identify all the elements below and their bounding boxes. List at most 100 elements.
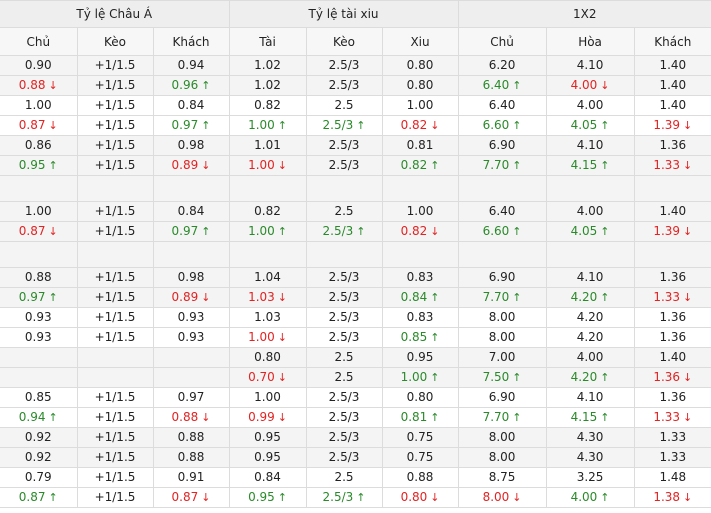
odds-value: 0.87 xyxy=(18,224,46,238)
odds-cell: 0.92 xyxy=(0,427,78,448)
arrow-up-icon: ↑ xyxy=(201,79,211,92)
odds-value: 1.00 xyxy=(406,204,434,218)
arrow-down-icon: ↓ xyxy=(277,291,287,304)
table-row-current: 0.88 ↓ +1/1.5 0.96 ↑ 1.02 2.5/3 0.80 6.40 ↑ 4.00 ↓ 1… xyxy=(0,75,711,96)
odds-value: 1.48 xyxy=(659,470,687,484)
odds-cell: 2.5/3 xyxy=(305,267,383,288)
odds-value: 7.50 xyxy=(482,370,510,384)
arrow-up-icon: ↑ xyxy=(356,119,366,132)
odds-cell: 1.36 xyxy=(633,267,711,288)
odds-value: 0.80 xyxy=(406,390,434,404)
odds-value: 1.36 xyxy=(659,390,687,404)
odds-value: 8.00 xyxy=(482,490,510,504)
odds-cell: +1/1.5 xyxy=(76,387,154,408)
odds-value: +1/1.5 xyxy=(94,450,136,464)
odds-cell: 8.00 xyxy=(457,427,547,448)
odds-value: 0.82 xyxy=(400,224,428,238)
arrow-down-icon: ↓ xyxy=(201,159,211,172)
odds-cell: 1.40 xyxy=(633,75,711,96)
empty-cell xyxy=(381,241,459,268)
odds-cell: 0.93 xyxy=(0,327,78,348)
odds-value: 1.40 xyxy=(659,98,687,112)
odds-cell: 0.84 ↑ xyxy=(381,287,459,308)
odds-cell: 2.5 xyxy=(305,201,383,222)
odds-cell: 8.75 xyxy=(457,467,547,488)
arrow-down-icon: ↓ xyxy=(512,491,522,504)
odds-cell: +1/1.5 xyxy=(76,307,154,328)
odds-cell xyxy=(76,347,154,368)
arrow-down-icon: ↓ xyxy=(201,411,211,424)
odds-value: 0.88 xyxy=(171,410,199,424)
odds-value: 1.01 xyxy=(254,138,281,152)
odds-cell: 1.01 xyxy=(228,135,307,156)
odds-cell: 0.85 xyxy=(0,387,78,408)
odds-cell: 1.00 xyxy=(381,95,459,116)
odds-value: 2.5 xyxy=(334,370,354,384)
odds-cell: 0.82 xyxy=(228,95,307,116)
odds-cell: 2.5/3 xyxy=(305,75,383,96)
odds-cell: 8.00 xyxy=(457,447,547,468)
odds-value: 6.40 xyxy=(488,204,516,218)
odds-cell: 0.88 ↓ xyxy=(152,407,230,428)
odds-cell: 0.86 xyxy=(0,135,78,156)
odds-cell: 2.5/3 ↑ xyxy=(305,487,383,508)
odds-cell: 1.36 xyxy=(633,135,711,156)
table-row-current: 0.70 ↓ 2.5 1.00 ↑ 7.50 ↑ 4.20 ↑ 1.36 ↓ xyxy=(0,367,711,388)
odds-cell: 0.83 xyxy=(381,307,459,328)
odds-value: 2.5/3 xyxy=(322,224,354,238)
odds-value: 0.83 xyxy=(406,270,434,284)
odds-value: 6.40 xyxy=(482,78,510,92)
arrow-down-icon: ↓ xyxy=(683,491,693,504)
odds-cell: 0.87 ↓ xyxy=(0,115,78,136)
arrow-up-icon: ↑ xyxy=(430,331,440,344)
odds-cell: 0.88 xyxy=(0,267,78,288)
odds-value: 1.03 xyxy=(254,310,281,324)
odds-cell: 1.36 xyxy=(633,307,711,328)
odds-cell: 0.80 xyxy=(381,55,459,76)
arrow-up-icon: ↑ xyxy=(512,225,522,238)
odds-cell: 6.40 ↑ xyxy=(457,75,547,96)
odds-cell: 0.80 xyxy=(381,387,459,408)
odds-cell: 1.03 xyxy=(228,307,307,328)
odds-value: 0.80 xyxy=(400,490,428,504)
odds-cell: 0.94 ↑ xyxy=(0,407,78,428)
odds-value: 0.79 xyxy=(24,470,52,484)
odds-cell: 6.40 xyxy=(457,95,547,116)
odds-cell: 0.95 ↑ xyxy=(0,155,78,176)
odds-value: 4.00 xyxy=(576,204,604,218)
odds-value: 4.00 xyxy=(570,490,598,504)
empty-cell xyxy=(457,175,547,202)
odds-value: 3.25 xyxy=(576,470,604,484)
empty-cell xyxy=(381,175,459,202)
odds-value: 7.70 xyxy=(482,290,510,304)
arrow-up-icon: ↑ xyxy=(512,119,522,132)
odds-cell: 4.00 xyxy=(545,347,635,368)
odds-cell: +1/1.5 xyxy=(76,327,154,348)
arrow-up-icon: ↑ xyxy=(277,225,287,238)
odds-value: 8.75 xyxy=(488,470,516,484)
odds-value: +1/1.5 xyxy=(94,78,136,92)
odds-cell: 0.83 xyxy=(381,267,459,288)
odds-value: 4.05 xyxy=(570,224,598,238)
odds-cell: 1.04 xyxy=(228,267,307,288)
odds-cell xyxy=(0,347,78,368)
empty-cell xyxy=(228,175,307,202)
odds-cell xyxy=(152,367,230,388)
odds-cell: 0.82 ↓ xyxy=(381,221,459,242)
table-row-opening: 0.90 +1/1.5 0.94 1.02 2.5/3 0.80 6.20 4.10 1.40 xyxy=(0,55,711,76)
odds-value: +1/1.5 xyxy=(94,290,136,304)
arrow-down-icon: ↓ xyxy=(48,119,58,132)
odds-cell: 1.48 xyxy=(633,467,711,488)
odds-value: 8.00 xyxy=(488,450,516,464)
table-row-current: 0.87 ↓ +1/1.5 0.97 ↑ 1.00 ↑ 2.5/3 ↑ 0.82 ↓ 6.60 ↑ 4.0… xyxy=(0,221,711,242)
odds-value: +1/1.5 xyxy=(94,430,136,444)
odds-value: 0.96 xyxy=(171,78,199,92)
odds-value: 0.85 xyxy=(400,330,428,344)
table-row-opening: 0.86 +1/1.5 0.98 1.01 2.5/3 0.81 6.90 4.10 1.36 xyxy=(0,135,711,156)
table-row-current: 0.87 ↑ +1/1.5 0.87 ↓ 0.95 ↑ 2.5/3 ↑ 0.80 ↓ 8.00 ↓ 4.0… xyxy=(0,487,711,508)
odds-value: 0.93 xyxy=(24,330,52,344)
arrow-up-icon: ↑ xyxy=(48,491,58,504)
odds-value: 1.00 xyxy=(248,224,275,238)
column-header-handicap: Kèo xyxy=(76,27,154,56)
